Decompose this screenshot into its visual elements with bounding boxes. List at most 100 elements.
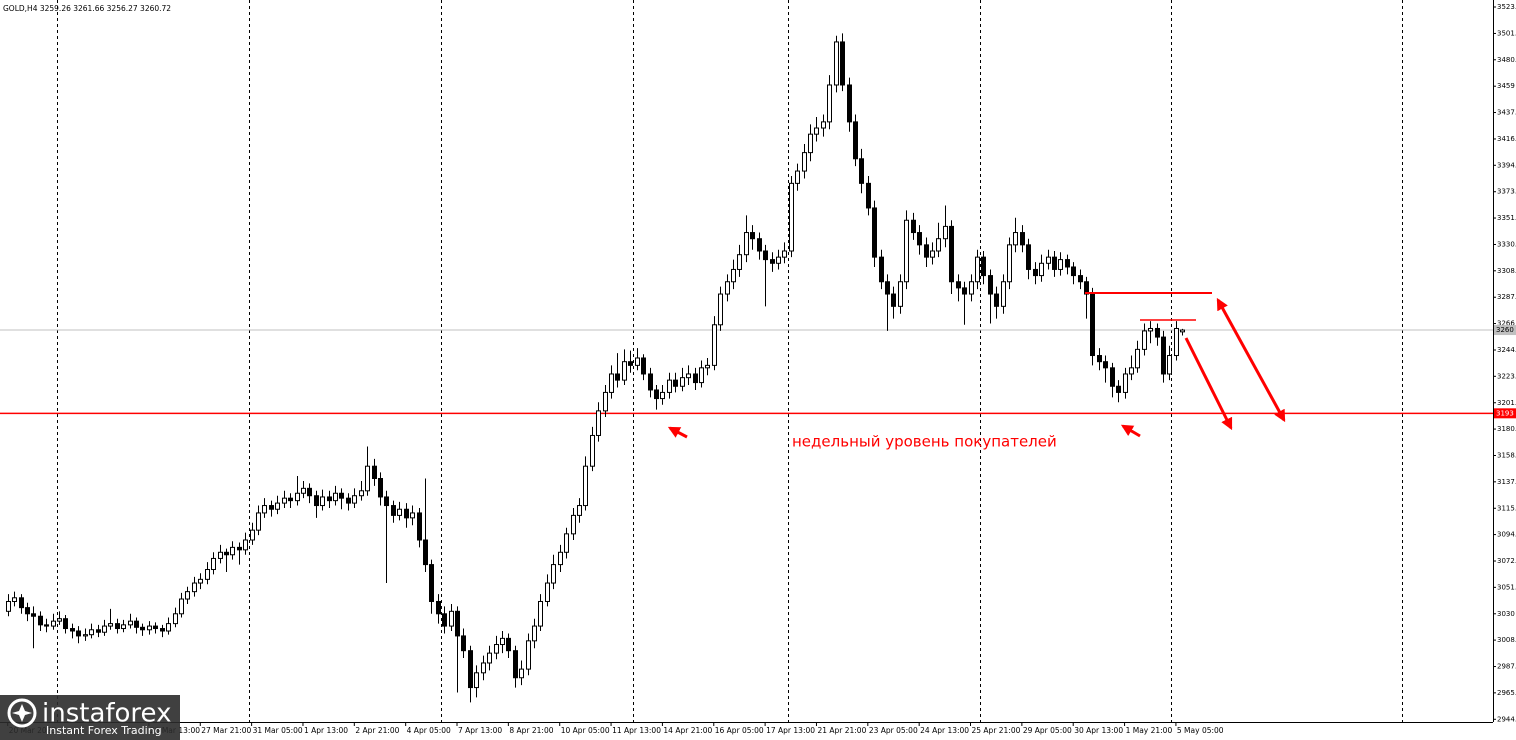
- candle-body: [282, 497, 287, 504]
- y-tick-label: 3373.2: [1497, 188, 1516, 196]
- y-tick-label: 3523.4: [1497, 3, 1516, 11]
- candle-body: [397, 508, 402, 516]
- candle-body: [500, 637, 505, 646]
- candle-body: [314, 495, 319, 507]
- candle-body: [423, 539, 428, 566]
- candle-body: [288, 497, 293, 502]
- candle-body: [911, 219, 916, 234]
- candle-body: [1084, 281, 1089, 295]
- candle-body: [1071, 266, 1076, 277]
- logo-icon: [12, 704, 32, 722]
- candle-body: [551, 564, 556, 584]
- candle-body: [153, 625, 158, 630]
- x-tick-label: 1 May 21:00: [1126, 726, 1173, 735]
- price-level-badge: [1494, 325, 1516, 336]
- candle-body: [449, 610, 454, 627]
- candle-body: [359, 490, 364, 497]
- logo-icon: [7, 698, 37, 728]
- candle-body: [1046, 256, 1051, 264]
- candle-body: [218, 551, 223, 559]
- candle-body: [44, 624, 49, 627]
- candle-body: [1161, 336, 1166, 375]
- candle-body: [564, 533, 569, 553]
- candle-body: [391, 505, 396, 516]
- candle-body: [988, 275, 993, 295]
- candle-body: [859, 158, 864, 184]
- y-tick-label: 3137.3: [1497, 478, 1516, 486]
- candle-body: [1001, 281, 1006, 307]
- candle-body: [301, 487, 306, 494]
- candle-body: [936, 238, 941, 252]
- candle-body: [1155, 327, 1160, 338]
- candle-body: [230, 546, 235, 556]
- candle-body: [307, 487, 312, 497]
- candle-body: [140, 626, 145, 631]
- x-tick-label: 5 May 05:00: [1177, 726, 1224, 735]
- candle-body: [1180, 329, 1185, 333]
- candle-body: [660, 391, 665, 400]
- candle-body: [417, 512, 422, 541]
- arrow: [667, 426, 688, 439]
- candle-body: [718, 293, 723, 326]
- watermark-subtitle: Instant Forex Trading: [46, 724, 162, 737]
- candle-body: [847, 84, 852, 123]
- candles: [6, 33, 1185, 703]
- x-tick-label: 31 Mar 05:00: [253, 726, 303, 735]
- candle-body: [333, 492, 338, 502]
- candle-body: [89, 629, 94, 636]
- candle-body: [487, 652, 492, 664]
- candle-body: [577, 505, 582, 516]
- candle-body: [115, 623, 120, 630]
- arrow: [1184, 337, 1233, 431]
- y-tick-label: 3115.8: [1497, 504, 1516, 512]
- drawings: недельный уровень покупателей: [667, 292, 1286, 451]
- candle-body: [763, 250, 768, 261]
- candle-body: [481, 662, 486, 674]
- x-tick-label: 27 Mar 21:00: [201, 726, 251, 735]
- x-tick-label: 16 Apr 05:00: [715, 726, 764, 735]
- candle-body: [731, 268, 736, 283]
- y-tick-label: 3416.1: [1497, 135, 1516, 143]
- candle-body: [38, 615, 43, 626]
- candle-body: [949, 225, 954, 283]
- candle-body: [1148, 327, 1153, 332]
- candle-body: [295, 492, 300, 502]
- candle-body: [25, 607, 30, 615]
- y-tick-label: 2944.2: [1497, 715, 1516, 723]
- candle-body: [1078, 275, 1083, 283]
- candle-body: [1097, 355, 1102, 363]
- y-tick-label: 3394.7: [1497, 161, 1516, 169]
- candle-body: [1033, 268, 1038, 277]
- price-level-label: 3260: [1496, 326, 1514, 334]
- arrow: [1216, 297, 1286, 423]
- candle-body: [519, 668, 524, 679]
- y-tick-label: 2965.7: [1497, 689, 1516, 697]
- candle-body: [526, 640, 531, 670]
- candle-body: [1065, 259, 1070, 268]
- candle-body: [609, 373, 614, 393]
- candle-body: [102, 625, 107, 633]
- candle-body: [981, 256, 986, 277]
- candle-body: [365, 465, 370, 492]
- candle-body: [904, 219, 909, 283]
- candle-body: [558, 551, 563, 566]
- y-tick-label: 3501.9: [1497, 29, 1516, 37]
- candle-body: [147, 625, 152, 631]
- candle-body: [275, 502, 280, 510]
- candle-body: [1167, 355, 1172, 375]
- candle-body: [1116, 385, 1121, 393]
- candle-body: [1123, 373, 1128, 393]
- y-tick-label: 3051.5: [1497, 583, 1516, 591]
- y-tick-label: 3287.4: [1497, 293, 1516, 301]
- candle-body: [134, 620, 139, 628]
- candle-body: [12, 597, 17, 602]
- candle-body: [795, 170, 800, 184]
- candle-body: [404, 508, 409, 519]
- x-tick-label: 21 Apr 21:00: [817, 726, 866, 735]
- candle-body: [603, 391, 608, 412]
- candle-body: [866, 182, 871, 209]
- candle-body: [583, 465, 588, 507]
- y-tick-label: 3158.7: [1497, 452, 1516, 460]
- y-tick-label: 2987.1: [1497, 663, 1516, 671]
